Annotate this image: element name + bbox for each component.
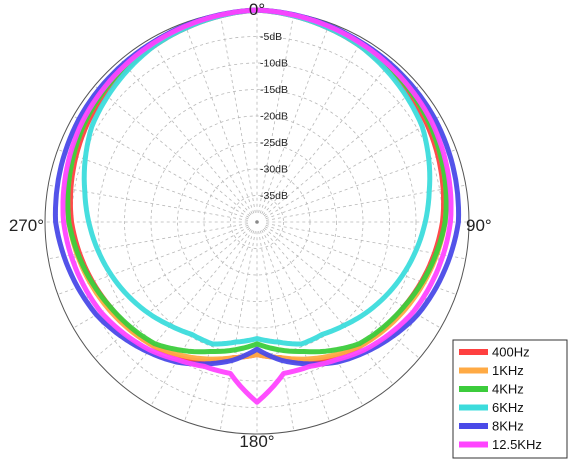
ring-label: -20dB bbox=[260, 111, 288, 123]
db-ring bbox=[177, 142, 337, 302]
db-ring bbox=[97, 62, 417, 382]
center-point bbox=[255, 220, 259, 224]
polar-grid bbox=[44, 9, 470, 435]
legend-box bbox=[452, 339, 568, 459]
angle-label-0: 0° bbox=[249, 0, 265, 19]
db-ring bbox=[230, 195, 284, 249]
ring-label: -15dB bbox=[260, 84, 288, 96]
angle-spoke bbox=[258, 231, 295, 431]
series-line-4 bbox=[52, 7, 462, 367]
angle-spoke bbox=[265, 224, 457, 295]
angle-spoke bbox=[120, 228, 252, 385]
angle-spoke bbox=[150, 38, 253, 215]
angle-spoke bbox=[266, 184, 466, 221]
angle-label-90: 90° bbox=[466, 216, 492, 235]
angle-spoke bbox=[94, 85, 251, 217]
angle-spoke bbox=[219, 13, 256, 213]
angle-spoke bbox=[261, 38, 364, 215]
ring-label: -35dB bbox=[260, 190, 288, 202]
angle-spoke bbox=[73, 115, 250, 218]
legend-label-5: 12.5KHz bbox=[492, 437, 542, 452]
angle-spoke bbox=[48, 184, 248, 221]
ring-label: -25dB bbox=[260, 137, 288, 149]
legend-label-1: 1KHz bbox=[492, 363, 524, 378]
angle-label-270: 270° bbox=[9, 216, 44, 235]
angle-spoke bbox=[184, 230, 255, 422]
angle-spoke bbox=[57, 149, 249, 220]
ring-label: -5dB bbox=[260, 31, 282, 43]
angle-spoke bbox=[150, 229, 253, 406]
angle-spoke bbox=[120, 59, 252, 216]
angle-spoke bbox=[258, 13, 295, 213]
angle-spoke bbox=[261, 229, 364, 406]
angle-spoke bbox=[259, 22, 330, 214]
series-line-3 bbox=[81, 7, 433, 347]
angle-spoke bbox=[264, 115, 441, 218]
legend-label-3: 6KHz bbox=[492, 400, 524, 415]
legend-label-0: 400Hz bbox=[492, 345, 530, 360]
angle-spoke bbox=[94, 227, 251, 359]
axis-labels: -5dB -10dB -15dB -20dB -25dB -30dB -35dB 0° 90° 1… bbox=[9, 0, 492, 451]
legend-label-2: 4KHz bbox=[492, 382, 524, 397]
angle-spoke bbox=[262, 59, 394, 216]
angle-spoke bbox=[259, 230, 330, 422]
angle-spoke bbox=[265, 149, 457, 220]
db-ring bbox=[124, 89, 390, 355]
angle-spoke bbox=[263, 227, 420, 359]
legend-label-4: 8KHz bbox=[492, 419, 524, 434]
angle-label-180: 180° bbox=[239, 432, 274, 451]
angle-spoke bbox=[219, 231, 256, 431]
angle-spoke bbox=[263, 85, 420, 217]
angle-spoke bbox=[184, 22, 255, 214]
ring-label: -10dB bbox=[260, 58, 288, 70]
angle-spoke bbox=[57, 224, 249, 295]
series-line-5 bbox=[60, 7, 454, 405]
polar-series-group bbox=[52, 7, 462, 405]
legend: 400Hz 1KHz 4KHz 6KHz 8KHz 12.5KHz bbox=[452, 339, 568, 459]
ring-label: -30dB bbox=[260, 164, 288, 176]
series-line-2 bbox=[65, 7, 449, 355]
angle-spoke bbox=[262, 228, 394, 385]
